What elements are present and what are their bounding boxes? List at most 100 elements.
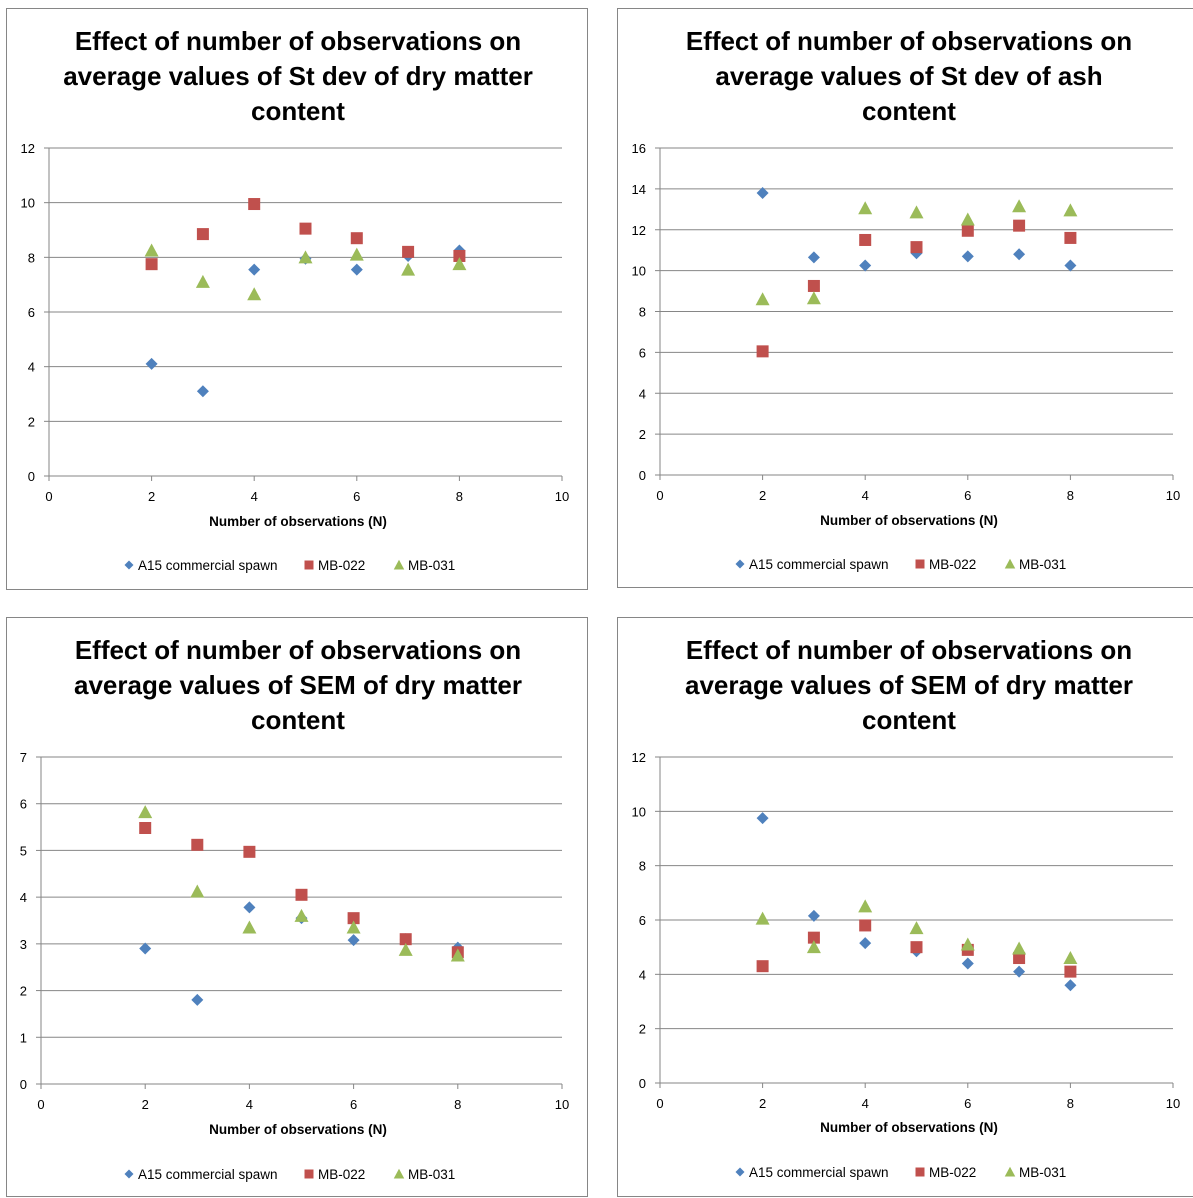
x-tick-label: 4 [862, 1096, 869, 1111]
x-tick-label: 0 [45, 489, 52, 504]
legend-entry-label: MB-022 [318, 558, 365, 573]
chart-title-line: average values of St dev of dry matter [63, 61, 533, 91]
x-axis-label: Number of observations (N) [820, 513, 998, 528]
x-tick-label: 4 [251, 489, 258, 504]
legend-marker-icon [124, 560, 134, 570]
data-point [1064, 979, 1077, 992]
chart-title-line: Effect of number of observations on [686, 26, 1132, 56]
y-tick-label: 14 [632, 182, 646, 197]
data-point [294, 908, 309, 922]
data-point [961, 250, 974, 263]
y-tick-label: 1 [20, 1030, 27, 1045]
x-tick-label: 2 [142, 1097, 149, 1112]
data-point [961, 957, 974, 970]
legend-entry-label: MB-031 [1019, 1165, 1066, 1180]
x-tick-label: 10 [555, 489, 569, 504]
chart-svg: Effect of number of observations on avera… [20, 635, 569, 1182]
legend-marker-icon [304, 560, 314, 570]
chart-title-line: Effect of number of observations on [686, 635, 1132, 665]
chart-panel-4: Effect of number of observations on avera… [617, 617, 1193, 1197]
y-tick-label: 5 [20, 843, 27, 858]
x-tick-label: 10 [1166, 488, 1180, 503]
x-tick-label: 6 [964, 488, 971, 503]
y-tick-label: 6 [639, 913, 646, 928]
x-tick-label: 2 [148, 489, 155, 504]
y-tick-label: 8 [639, 859, 646, 874]
y-tick-label: 8 [639, 305, 646, 320]
data-point [298, 250, 313, 264]
data-point [145, 258, 158, 271]
data-point [350, 232, 363, 245]
data-point [242, 920, 257, 934]
y-tick-label: 3 [20, 937, 27, 952]
y-tick-label: 2 [28, 414, 35, 429]
data-point [347, 934, 360, 947]
data-point [399, 933, 412, 946]
y-tick-label: 12 [632, 750, 646, 765]
data-point [859, 233, 872, 246]
data-point [910, 941, 923, 954]
x-axis-label: Number of observations (N) [820, 1120, 998, 1135]
data-point [191, 838, 204, 851]
legend-marker-icon [915, 559, 925, 569]
data-point [806, 940, 821, 954]
y-tick-label: 12 [632, 223, 646, 238]
legend-entry-label: MB-031 [1019, 557, 1066, 572]
y-tick-label: 0 [639, 468, 646, 483]
y-tick-label: 2 [639, 427, 646, 442]
x-tick-label: 8 [1067, 488, 1074, 503]
data-point [807, 931, 820, 944]
legend-entry-label: MB-022 [929, 1165, 976, 1180]
data-point [243, 845, 256, 858]
legend-marker-icon [915, 1167, 925, 1177]
y-tick-label: 10 [632, 264, 646, 279]
x-tick-label: 6 [964, 1096, 971, 1111]
chart-title-line: average values of St dev of ash [715, 61, 1102, 91]
y-tick-label: 10 [21, 196, 35, 211]
data-point [349, 247, 364, 261]
y-tick-label: 6 [20, 797, 27, 812]
x-tick-label: 8 [454, 1097, 461, 1112]
chart-title-line: content [862, 705, 956, 735]
data-point [1063, 203, 1078, 217]
y-tick-label: 0 [20, 1077, 27, 1092]
chart-title-line: average values of SEM of dry matter [685, 670, 1133, 700]
chart-title-line: content [251, 705, 345, 735]
data-point [138, 805, 153, 819]
data-point [960, 937, 975, 951]
y-tick-label: 6 [28, 305, 35, 320]
data-point [196, 385, 209, 398]
data-point [1012, 941, 1027, 955]
data-point [299, 222, 312, 235]
chart-title-line: content [251, 96, 345, 126]
data-point [807, 251, 820, 264]
data-point [807, 279, 820, 292]
y-tick-label: 7 [20, 750, 27, 765]
chart-svg: Effect of number of observations on avera… [21, 26, 570, 573]
chart-panel-2: Effect of number of observations on avera… [617, 8, 1193, 588]
y-tick-label: 16 [632, 141, 646, 156]
data-point [350, 263, 363, 276]
data-point [196, 228, 209, 241]
data-point [909, 205, 924, 219]
data-point [1013, 952, 1026, 965]
y-tick-label: 6 [639, 345, 646, 360]
data-point [859, 919, 872, 932]
y-tick-label: 4 [28, 360, 35, 375]
chart-svg: Effect of number of observations on avera… [632, 26, 1181, 572]
legend-entry-label: A15 commercial spawn [138, 1167, 278, 1182]
x-tick-label: 8 [456, 489, 463, 504]
chart-title-line: Effect of number of observations on [75, 26, 521, 56]
x-tick-label: 4 [862, 488, 869, 503]
x-tick-label: 6 [353, 489, 360, 504]
x-tick-label: 0 [37, 1097, 44, 1112]
legend-marker-icon [735, 1167, 745, 1177]
data-point [859, 259, 872, 272]
chart-title-line: Effect of number of observations on [75, 635, 521, 665]
y-tick-label: 12 [21, 141, 35, 156]
data-point [961, 224, 974, 237]
data-point [806, 291, 821, 305]
y-tick-label: 0 [639, 1076, 646, 1091]
data-point [755, 911, 770, 925]
legend-entry-label: MB-031 [408, 1167, 455, 1182]
